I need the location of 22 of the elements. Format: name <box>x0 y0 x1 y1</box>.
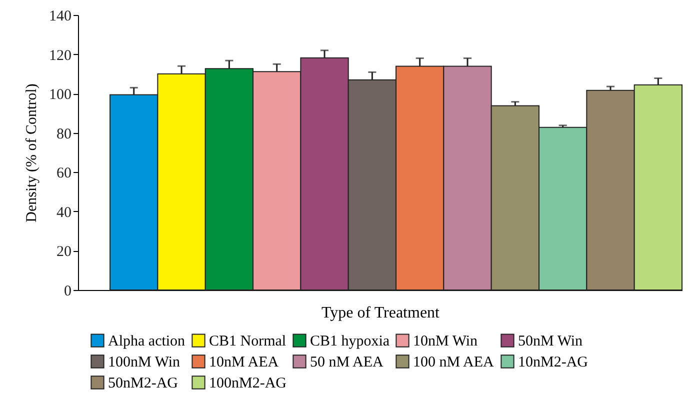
y-tick-label: 60 <box>56 166 72 182</box>
legend-label: 100nM2-AG <box>209 376 287 392</box>
legend-label: 50 nM AEA <box>310 354 384 370</box>
y-tick-label: 100 <box>49 87 72 104</box>
y-tick-label: 20 <box>56 244 72 260</box>
y-tick-label: 120 <box>49 48 72 64</box>
legend-label: 100nM Win <box>108 354 181 370</box>
y-tick-label: 0 <box>64 284 72 300</box>
legend-label: 10nM Win <box>413 334 478 350</box>
legend-label: 50nM Win <box>518 334 584 350</box>
legend-label: CB1 hypoxia <box>310 334 390 350</box>
x-axis-title: Type of Treatment <box>322 304 440 322</box>
y-axis-title: Density (% of Control) <box>24 84 40 222</box>
legend-label: 10nM AEA <box>209 354 279 370</box>
legend-label: 10nM2-AG <box>518 354 588 370</box>
legend-label: Alpha action <box>108 334 186 350</box>
legend-label: 50nM2-AG <box>108 376 178 392</box>
y-tick-label: 40 <box>56 204 72 221</box>
legend-label: CB1 Normal <box>209 334 286 350</box>
y-tick-label: 140 <box>49 8 72 24</box>
y-tick-label: 80 <box>56 126 72 142</box>
legend-label: 100 nM AEA <box>413 354 494 370</box>
